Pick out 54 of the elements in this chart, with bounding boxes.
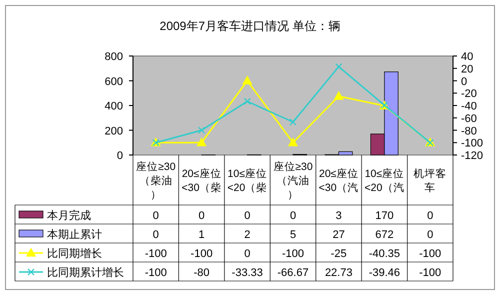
y2-tick-label: -80 [461, 125, 477, 138]
x-tick-label: 10≤座位<20（汽 [364, 167, 404, 194]
data-label: -33.33 [232, 267, 263, 279]
data-label: -100 [419, 248, 442, 260]
data-label: 0 [427, 229, 434, 241]
data-label: 0 [198, 210, 205, 222]
data-label: 0 [290, 210, 296, 222]
y-tick-label: 400 [104, 100, 123, 112]
y2-tick-label: 40 [461, 51, 474, 63]
x-tick-label: 20≤座位<30（汽 [318, 167, 359, 194]
data-label: 22.73 [324, 267, 352, 279]
legend-label: 本期止累计 [47, 228, 102, 241]
data-label: -100 [282, 248, 304, 260]
y2-tick-label: -60 [461, 112, 477, 125]
data-label: -80 [194, 267, 210, 279]
y-tick-label: 600 [104, 76, 123, 88]
y2-tick-label: -20 [461, 88, 477, 100]
data-label: -40.35 [368, 248, 400, 260]
data-label: 1 [198, 229, 205, 241]
data-label: -100 [190, 248, 213, 260]
data-label: -100 [144, 267, 167, 279]
y-tick-label: 0 [116, 150, 123, 162]
x-tick-label: 20≤座位<30（柴 [182, 167, 222, 194]
data-label: 0 [427, 210, 434, 222]
data-label: 0 [244, 248, 250, 260]
y-tick-label: 800 [104, 51, 123, 63]
data-label: 672 [375, 229, 394, 241]
x-tick-label: 座位≥30（柴油） [136, 160, 176, 201]
y2-tick-label: 20 [461, 63, 474, 76]
y2-tick-label: 0 [461, 76, 468, 88]
data-label: 0 [152, 210, 159, 222]
data-label: 2 [244, 229, 250, 241]
data-label: 5 [290, 229, 296, 241]
y-tick-label: 200 [104, 125, 123, 138]
data-label: 27 [332, 229, 345, 241]
data-label: -39.46 [368, 267, 400, 279]
legend-label: 比同期累计增长 [47, 266, 124, 279]
data-label: -66.67 [277, 267, 309, 279]
data-label: -100 [419, 267, 442, 279]
data-label: 170 [375, 210, 394, 222]
data-label: -25 [330, 248, 347, 260]
legend-label: 比同期增长 [47, 247, 102, 260]
chart-title: 2009年7月客车进口情况 单位：辆 [160, 19, 340, 33]
x-tick-label: 10≤座位<20（柴 [227, 167, 268, 194]
data-label: 0 [152, 229, 159, 241]
y2-tick-label: -100 [461, 138, 484, 150]
data-label: 3 [336, 210, 342, 222]
x-tick-label: 机坪客车 [414, 167, 447, 194]
data-label: -100 [144, 248, 167, 260]
y2-tick-label: -40 [461, 100, 477, 112]
y2-tick-label: -120 [461, 150, 484, 162]
x-tick-label: 座位≥30（汽油） [273, 160, 313, 201]
legend-label: 本月完成 [47, 209, 91, 222]
data-label: 0 [244, 210, 250, 222]
